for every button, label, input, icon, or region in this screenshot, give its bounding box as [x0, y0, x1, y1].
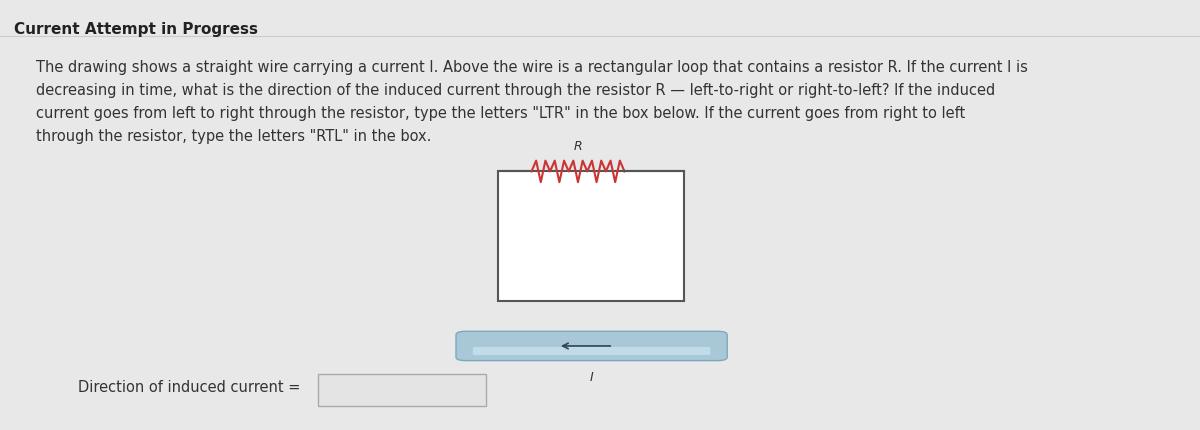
Bar [498, 172, 684, 301]
Text: Direction of induced current =: Direction of induced current = [78, 380, 300, 394]
Text: The drawing shows a straight wire carrying a current I. Above the wire is a rect: The drawing shows a straight wire carryi… [36, 60, 1028, 144]
Text: Current Attempt in Progress: Current Attempt in Progress [14, 22, 258, 37]
Text: I: I [589, 370, 594, 383]
FancyBboxPatch shape [473, 347, 710, 355]
Text: R: R [574, 140, 582, 153]
Bar [318, 374, 486, 406]
FancyBboxPatch shape [456, 332, 727, 361]
